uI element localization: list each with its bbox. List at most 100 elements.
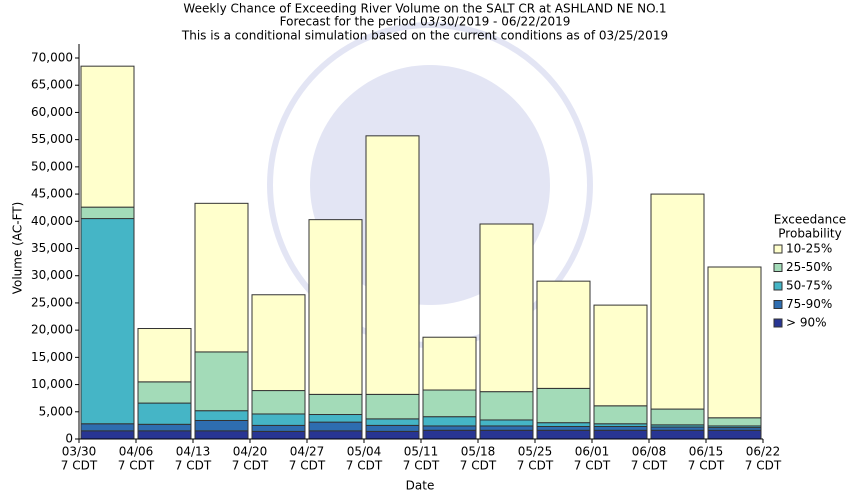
bar-segment [536,425,591,431]
bar-segment [422,389,477,418]
bar-segment [479,429,534,440]
bar-segment [536,387,591,424]
bar-segment [707,417,762,427]
legend-swatch [773,263,783,272]
bar-segment [308,421,363,432]
x-tick-label: 06/01 [575,445,610,459]
bar-segment [194,410,249,421]
bar-segment [365,135,420,395]
legend-swatch [773,300,783,309]
bar-segment [251,413,306,426]
bar-segment [479,425,534,431]
x-tick-label: 06/22 [746,445,781,459]
x-tick-label: 7 CDT [61,459,98,473]
bar-segment [80,65,135,208]
bar-segment [422,429,477,440]
bar-segment [650,429,705,440]
x-tick-label: 7 CDT [574,459,611,473]
bar-segment [308,430,363,440]
x-tick-label: 7 CDT [688,459,725,473]
bar-segment [479,419,534,427]
bar-segment [137,381,192,404]
legend-swatch [773,281,783,291]
bar-segment [650,193,705,410]
bar-segment [593,425,648,431]
legend-label: 10-25% [786,242,832,256]
bar-segment [365,424,420,432]
x-tick-label: 7 CDT [346,459,383,473]
x-tick-label: 7 CDT [631,459,668,473]
bar-segment [137,430,192,440]
bar-segment [536,280,591,389]
legend-swatch [773,318,783,328]
x-tick-label: 04/06 [119,445,154,459]
bar-segment [593,304,648,407]
bar-segment [194,430,249,440]
bar-segment [422,425,477,431]
x-tick-label: 05/18 [461,445,496,459]
bar-segment [80,423,135,432]
bar-segment [194,202,249,353]
y-tick-label: 10,000 [31,377,73,391]
legend-label: 50-75% [786,279,832,293]
x-tick-label: 05/25 [518,445,553,459]
bar-segment [365,430,420,440]
x-tick-label: 06/15 [689,445,724,459]
bar-segment [422,416,477,427]
y-tick-label: 50,000 [31,159,73,173]
bar-segment [80,206,135,220]
bar-segment [137,423,192,432]
chart-subtitle: Forecast for the period 03/30/2019 - 06/… [280,15,571,29]
bar-segment [251,294,306,392]
y-tick-label: 0 [65,432,73,446]
bar-segment [365,418,420,426]
bar-segment [308,393,363,416]
legend-label: 25-50% [786,260,832,274]
x-tick-label: 7 CDT [232,459,269,473]
bar-segment [707,266,762,419]
bar-segment [365,393,420,420]
bar-segment [80,218,135,425]
bar-segment [137,402,192,425]
y-tick-label: 55,000 [31,132,73,146]
bar-segment [80,430,135,440]
x-tick-label: 04/13 [176,445,211,459]
y-tick-label: 15,000 [31,350,73,364]
x-tick-label: 7 CDT [460,459,497,473]
x-tick-label: 04/20 [233,445,268,459]
bar-segment [650,408,705,426]
bar-segment [536,422,591,427]
bar-segment [251,390,306,415]
y-tick-label: 65,000 [31,78,73,92]
x-tick-label: 7 CDT [745,459,782,473]
bar-segment [137,328,192,383]
chart-subtitle: This is a conditional simulation based o… [181,29,668,43]
legend-swatch [773,244,783,254]
bar-segment [194,351,249,412]
y-tick-label: 45,000 [31,187,73,201]
y-tick-label: 30,000 [31,268,73,282]
bar-segment [707,429,762,440]
bar-segment [308,219,363,395]
legend-title: Exceedance [774,213,846,227]
legend-label: 75-90% [786,297,832,311]
x-tick-label: 7 CDT [118,459,155,473]
y-tick-label: 60,000 [31,105,73,119]
y-tick-label: 20,000 [31,323,73,337]
legend-title: Probability [778,227,841,241]
x-tick-label: 05/04 [347,445,382,459]
bar-segment [593,429,648,440]
x-tick-label: 03/30 [62,445,97,459]
x-tick-label: 04/27 [290,445,325,459]
y-tick-label: 25,000 [31,295,73,309]
bar-segment [422,336,477,391]
bar-segment [593,405,648,425]
bar-segment [194,419,249,432]
bar-segment [536,429,591,440]
y-tick-label: 35,000 [31,241,73,255]
x-tick-label: 7 CDT [403,459,440,473]
x-tick-label: 7 CDT [517,459,554,473]
bar-segment [251,424,306,432]
chart-title: Weekly Chance of Exceeding River Volume … [183,2,666,16]
y-tick-label: 5,000 [39,404,73,418]
